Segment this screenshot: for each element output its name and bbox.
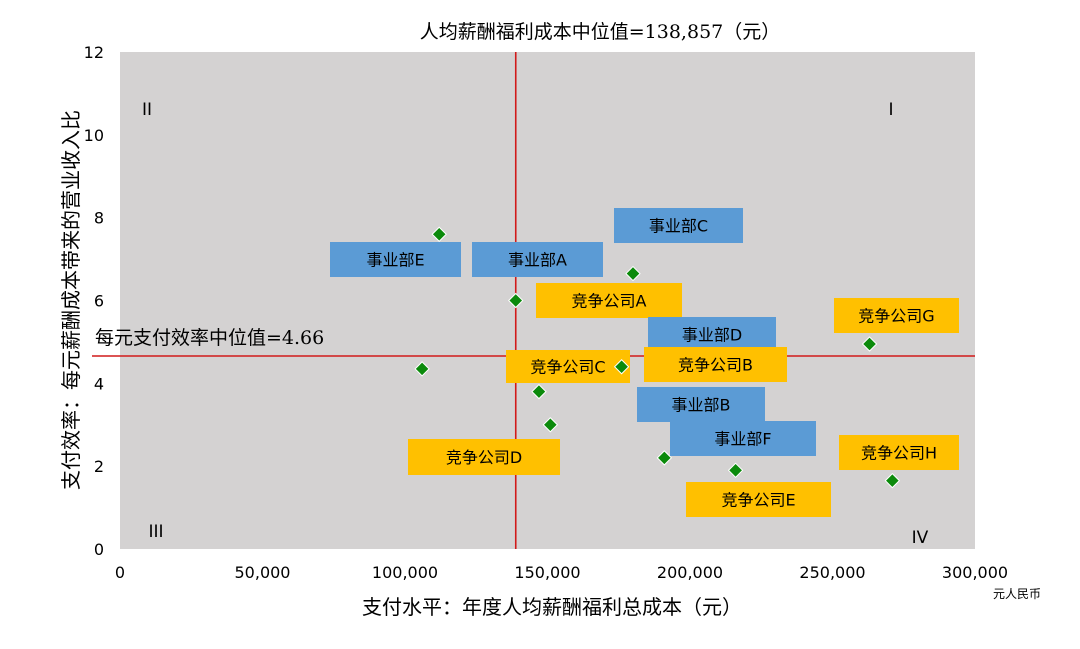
data-label-box [839, 435, 959, 470]
data-label: 竞争公司A [536, 283, 682, 318]
data-label-box [637, 387, 765, 422]
data-point [531, 383, 547, 400]
quadrant-label: I [888, 100, 893, 120]
data-label: 事业部F [670, 421, 816, 456]
data-label: 竞争公司D [408, 439, 560, 475]
data-label: 竞争公司E [686, 482, 831, 517]
data-label-box [614, 208, 743, 243]
data-label: 事业部E [330, 242, 461, 277]
data-label-box [536, 283, 682, 318]
data-points [414, 226, 901, 489]
data-label: 事业部D [648, 317, 776, 352]
y-tick-label: 4 [94, 374, 104, 393]
x-tick-label: 200,000 [657, 563, 723, 582]
data-label-box [506, 350, 630, 383]
x-tick-label: 0 [115, 563, 125, 582]
data-point [861, 336, 878, 352]
data-point [431, 226, 447, 242]
x-axis-title: 支付水平：年度人均薪酬福利总成本（元） [362, 595, 742, 619]
data-label-box [408, 439, 560, 475]
data-label-text: 竞争公司G [858, 307, 934, 326]
data-label-text: 竞争公司D [446, 448, 522, 467]
data-label-box [686, 482, 831, 517]
x-tick-label: 250,000 [799, 563, 865, 582]
data-point [727, 462, 744, 479]
data-point [414, 361, 430, 377]
data-label-box [834, 298, 959, 333]
quadrant-label: III [148, 522, 163, 542]
data-label: 竞争公司H [839, 435, 959, 470]
data-label: 竞争公司C [506, 350, 630, 383]
data-label: 竞争公司B [644, 347, 787, 382]
data-label-text: 事业部D [682, 326, 742, 345]
y-axis-title: 支付效率：每元薪酬成本带来的营业收入比 [59, 110, 83, 490]
x-tick-label: 50,000 [235, 563, 291, 582]
data-label: 事业部C [614, 208, 743, 243]
data-label-box [472, 242, 603, 277]
y-tick-label: 6 [94, 292, 104, 311]
y-tick-label: 10 [84, 126, 104, 145]
y-median-label: 每元支付效率中位值=4.66 [95, 327, 324, 349]
data-label-box [644, 347, 787, 382]
data-labels: 事业部E 事业部A 事业部C 竞争公司A 事业部D 竞争公司G 竞争公司C 竞争公司B 事业部B… [330, 208, 959, 517]
data-label-text: 竞争公司H [861, 444, 937, 463]
x-axis-ticks: 0 50,000 100,000 150,000 200,000 250,000 300,0… [115, 563, 1008, 582]
data-label-box [648, 317, 776, 352]
data-point [656, 450, 673, 466]
unit-note: 元人民币 [993, 587, 1041, 601]
x-tick-label: 300,000 [942, 563, 1008, 582]
y-tick-label: 2 [94, 457, 104, 476]
data-point [613, 359, 630, 375]
x-tick-label: 150,000 [514, 563, 580, 582]
data-label: 事业部A [472, 242, 603, 277]
y-tick-label: 0 [94, 540, 104, 559]
data-point [625, 265, 641, 282]
data-label: 竞争公司G [834, 298, 959, 333]
data-point [508, 292, 524, 309]
y-tick-label: 8 [94, 209, 104, 228]
y-tick-label: 12 [84, 43, 104, 62]
data-label-text: 竞争公司C [530, 358, 605, 377]
data-label-text: 事业部F [714, 430, 771, 449]
x-tick-label: 100,000 [372, 563, 438, 582]
data-label-text: 事业部B [672, 396, 731, 415]
y-axis-ticks: 0 2 4 6 8 10 12 [84, 43, 104, 559]
data-point [884, 472, 901, 489]
data-label-text: 竞争公司A [572, 292, 647, 311]
data-label-text: 竞争公司B [678, 356, 753, 375]
data-point [542, 417, 559, 433]
data-label-text: 事业部C [649, 217, 708, 236]
data-label: 事业部B [637, 387, 765, 422]
data-label-box [670, 421, 816, 456]
data-label-text: 事业部E [366, 251, 424, 270]
quadrant-label: II [142, 100, 152, 120]
chart-title: 人均薪酬福利成本中位值=138,857（元） [420, 21, 781, 43]
data-label-text: 竞争公司E [721, 491, 795, 510]
data-label-box [330, 242, 461, 277]
data-label-text: 事业部A [508, 251, 567, 270]
quadrant-label: IV [912, 528, 929, 548]
